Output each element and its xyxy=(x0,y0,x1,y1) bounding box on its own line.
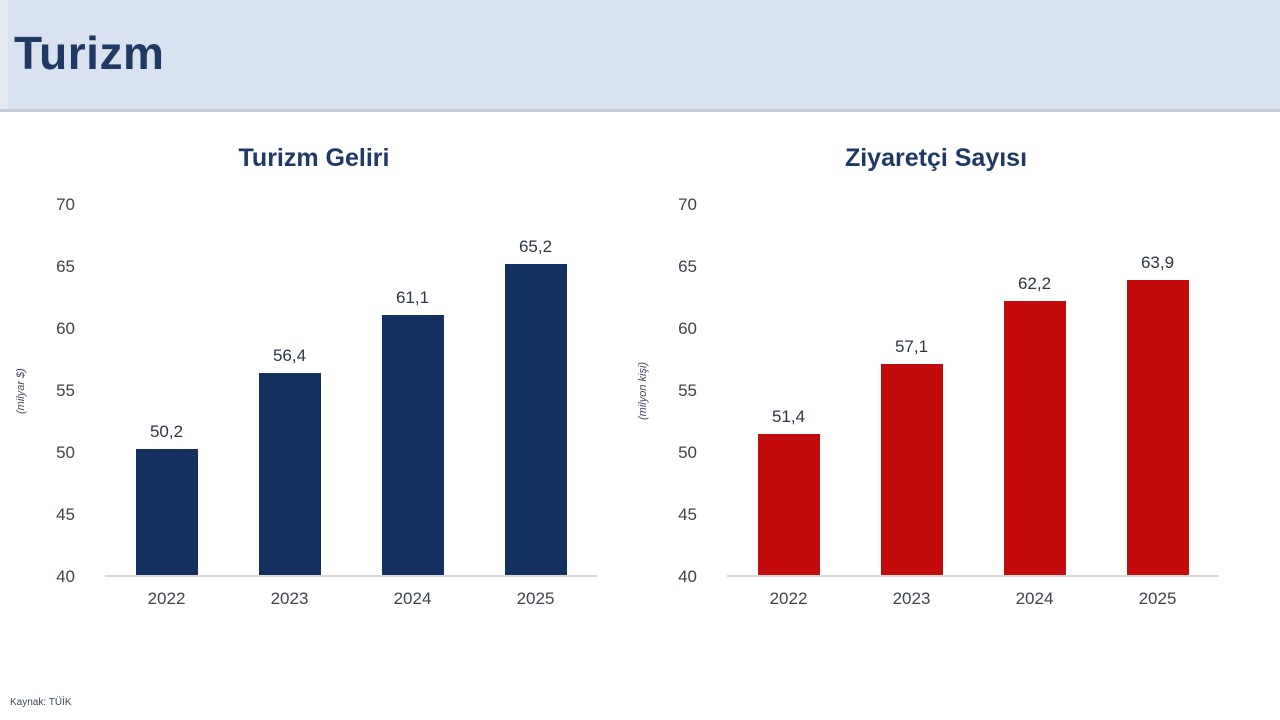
bar xyxy=(258,372,321,575)
bar-value-label: 65,2 xyxy=(518,237,553,257)
x-axis-label: 2023 xyxy=(892,589,931,608)
x-axis-label: 2023 xyxy=(270,589,309,608)
x-axis-labels: 2022 2023 2024 2025 xyxy=(727,589,1219,609)
bar-group: 57,1 xyxy=(850,205,973,575)
x-axis-label: 2024 xyxy=(393,589,432,608)
y-tick-label: 50 xyxy=(56,443,75,462)
x-axis-label: 2025 xyxy=(516,589,555,608)
bar-group: 56,4 xyxy=(228,205,351,575)
bar-value-label: 57,1 xyxy=(894,337,929,357)
y-tick-label: 65 xyxy=(56,257,75,276)
y-tick-label: 45 xyxy=(678,505,697,524)
chart-turizm-geliri: Turizm Geliri (milyar $) 40 45 50 55 60 65 70 … xyxy=(8,130,620,640)
bars-container: 51,4 57,1 62,2 63,9 xyxy=(727,205,1219,575)
y-axis-ticks: 40 45 50 55 60 65 70 xyxy=(648,195,697,586)
bar-group: 65,2 xyxy=(474,205,597,575)
y-tick-label: 55 xyxy=(56,381,75,400)
bar-value-label: 62,2 xyxy=(1017,274,1052,294)
page-header: Turizm xyxy=(0,0,1280,112)
bar xyxy=(381,314,444,575)
chart-title: Ziyaretçi Sayısı xyxy=(844,144,1028,172)
y-tick-label: 60 xyxy=(56,319,75,338)
y-tick-label: 50 xyxy=(678,443,697,462)
bar-group: 61,1 xyxy=(351,205,474,575)
bar-value-label: 56,4 xyxy=(272,345,307,365)
bar xyxy=(880,364,943,575)
x-axis-label: 2025 xyxy=(1138,589,1177,608)
x-axis-labels: 2022 2023 2024 2025 xyxy=(105,589,597,609)
x-axis-label: 2022 xyxy=(147,589,186,608)
bar-value-label: 63,9 xyxy=(1140,253,1175,273)
bar-group: 62,2 xyxy=(973,205,1096,575)
bar-group: 51,4 xyxy=(727,205,850,575)
bar xyxy=(1126,280,1189,575)
page-title: Turizm xyxy=(14,27,165,79)
y-axis-ticks: 40 45 50 55 60 65 70 xyxy=(26,195,75,586)
y-tick-label: 45 xyxy=(56,505,75,524)
bars-container: 50,2 56,4 61,1 65,2 xyxy=(105,205,597,575)
bar xyxy=(1003,301,1066,575)
x-axis-label: 2024 xyxy=(1015,589,1054,608)
bar xyxy=(757,434,820,575)
plot-area: 51,4 57,1 62,2 63,9 xyxy=(727,205,1219,577)
bar-group: 50,2 xyxy=(105,205,228,575)
x-axis-label: 2022 xyxy=(769,589,808,608)
bar xyxy=(504,264,567,575)
bar-value-label: 61,1 xyxy=(395,287,430,307)
y-tick-label: 60 xyxy=(678,319,697,338)
y-tick-label: 40 xyxy=(678,567,697,586)
plot-area: 50,2 56,4 61,1 65,2 xyxy=(105,205,597,577)
y-tick-label: 70 xyxy=(56,195,75,214)
bar-value-label: 50,2 xyxy=(149,422,184,442)
y-tick-label: 70 xyxy=(678,195,697,214)
y-tick-label: 65 xyxy=(678,257,697,276)
bar xyxy=(135,449,198,575)
y-tick-label: 40 xyxy=(56,567,75,586)
bar-group: 63,9 xyxy=(1096,205,1219,575)
y-tick-label: 55 xyxy=(678,381,697,400)
bar-value-label: 51,4 xyxy=(771,407,806,427)
source-note: Kaynak: TÜİK xyxy=(10,697,72,708)
chart-title: Turizm Geliri xyxy=(238,144,390,172)
chart-ziyaretci-sayisi: Ziyaretçi Sayısı (milyon kişi) 40 45 50 55 6… xyxy=(630,130,1242,640)
